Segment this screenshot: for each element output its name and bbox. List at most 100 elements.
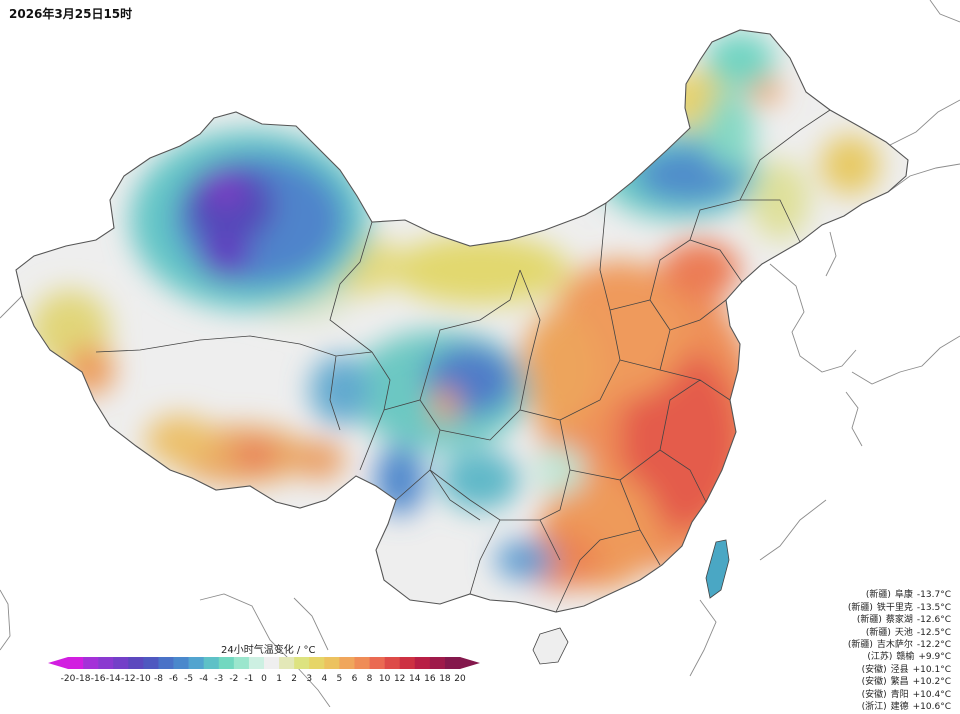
station-name: 吉木萨尔: [876, 640, 913, 650]
colorbar-swatch: [248, 657, 265, 669]
station-name: 青阳: [890, 689, 909, 700]
colorbar-swatch: [279, 657, 295, 669]
colorbar-tick-label: -8: [154, 674, 163, 684]
colorbar-tick-label: 6: [352, 674, 358, 684]
colorbar-swatch: [354, 657, 370, 669]
station-row: (新疆) 蔡家湖 -12.6°C: [844, 614, 951, 627]
colorbar-swatch: [128, 657, 144, 669]
colorbar-tick-label: -14: [106, 674, 121, 684]
colorbar-tick-label: -3: [214, 674, 223, 684]
station-value: -13.7°C: [916, 590, 951, 600]
colorbar-swatch: [429, 657, 446, 669]
station-value: +10.4°C: [912, 689, 951, 700]
colorbar-swatch: [414, 657, 431, 669]
colorbar-swatch: [173, 657, 189, 669]
colorbar-tick-label: 3: [306, 674, 312, 684]
station-province: (江苏): [867, 652, 893, 662]
station-province: (新疆): [847, 602, 873, 613]
station-row: (新疆) 阜康 -13.7°C: [844, 589, 951, 602]
station-name: 建德: [890, 702, 909, 712]
colorbar-tick-label: -1: [244, 674, 253, 684]
station-name: 阜康: [894, 590, 913, 600]
station-province: (新疆): [865, 627, 891, 638]
colorbar-swatch: [143, 657, 159, 669]
colorbar-tick-label: 8: [367, 674, 373, 684]
station-value: +9.9°C: [918, 652, 951, 662]
stations-rise-list: (江苏) 赣榆 +9.9°C (安徽) 泾县 +10.1°C (安徽) 繁昌 +10.2°C (安…: [858, 651, 951, 714]
colorbar-tick-label: 5: [337, 674, 343, 684]
colorbar-arrow-left: [48, 657, 68, 669]
station-row: (浙江) 建德 +10.6°C: [858, 701, 951, 714]
station-row: (安徽) 繁昌 +10.2°C: [858, 676, 951, 689]
colorbar-swatch: [98, 657, 114, 669]
colorbar-swatch: [264, 657, 280, 669]
colorbar-swatch: [309, 657, 325, 669]
colorbar-swatch: [233, 657, 250, 669]
station-value: -12.6°C: [916, 615, 951, 625]
colorbar-swatch: [203, 657, 220, 669]
station-value: +10.1°C: [912, 664, 951, 675]
station-value: -13.5°C: [916, 602, 951, 613]
colorbar-tick-label: -6: [169, 674, 178, 684]
province-boundaries: [95, 109, 831, 613]
colorbar-tick-label: 4: [321, 674, 327, 684]
station-province: (新疆): [856, 615, 882, 625]
station-name: 繁昌: [890, 677, 909, 687]
colorbar-tick-label: 18: [439, 674, 451, 684]
colorbar-tick-label: -12: [121, 674, 136, 684]
station-province: (安徽): [861, 664, 887, 675]
colorbar-swatch: [444, 657, 461, 669]
station-row: (安徽) 青阳 +10.4°C: [858, 689, 951, 702]
colorbar-swatch: [188, 657, 204, 669]
colorbar-tick-label: 14: [409, 674, 421, 684]
station-name: 泾县: [890, 664, 909, 675]
station-name: 蔡家湖: [885, 615, 913, 625]
hainan-island: [532, 627, 569, 665]
colorbar-swatch: [384, 657, 400, 669]
colorbar-tick-label: -20: [61, 674, 76, 684]
station-value: +10.2°C: [912, 677, 951, 687]
colorbar-swatch: [339, 657, 355, 669]
colorbar-tick-label: -16: [91, 674, 106, 684]
colorbar-swatch: [83, 657, 99, 669]
colorbar-swatch: [68, 657, 84, 669]
colorbar-swatch: [158, 657, 174, 669]
station-name: 铁干里克: [876, 602, 913, 613]
station-row: (新疆) 吉木萨尔 -12.2°C: [844, 639, 951, 652]
colorbar-tick-label: 1: [276, 674, 282, 684]
colorbar-swatch: [399, 657, 416, 669]
station-value: -12.2°C: [916, 640, 951, 650]
colorbar-swatch: [369, 657, 385, 669]
colorbar-arrow-right: [460, 657, 480, 669]
colorbar-tick-label: 20: [454, 674, 466, 684]
station-province: (新疆): [865, 590, 891, 600]
station-row: (安徽) 泾县 +10.1°C: [858, 664, 951, 677]
station-province: (新疆): [847, 640, 873, 650]
colorbar-tick-label: -10: [136, 674, 151, 684]
colorbar-swatch: [294, 657, 310, 669]
colorbar-tick-label: -5: [184, 674, 193, 684]
station-province: (浙江): [861, 702, 887, 712]
colorbar-tick-label: 12: [394, 674, 405, 684]
station-province: (安徽): [861, 689, 887, 700]
colorbar-tick-label: 2: [291, 674, 297, 684]
colorbar-tick-label: 10: [379, 674, 391, 684]
legend-colorbar: -20 -18 -16 -14 -12 -10 -8 -6 -5 -4 -3 -2 -1 0 1 2 3 4 5 6 8…: [48, 657, 480, 684]
colorbar-tick-label: -4: [199, 674, 208, 684]
map-timestamp: 2026年3月25日15时: [9, 7, 133, 21]
colorbar-tick-label: 0: [261, 674, 267, 684]
station-province: (安徽): [861, 677, 887, 687]
colorbar-swatch: [113, 657, 129, 669]
colorbar-swatch: [218, 657, 235, 669]
colorbar-swatch: [324, 657, 340, 669]
station-value: -12.5°C: [916, 627, 951, 638]
station-name: 赣榆: [896, 652, 915, 662]
legend-title: 24小时气温变化 / °C: [221, 645, 316, 656]
colorbar-tick-label: 16: [424, 674, 436, 684]
colorbar-tick-label: -2: [229, 674, 238, 684]
taiwan-island: [705, 539, 730, 599]
station-row: (新疆) 天池 -12.5°C: [844, 627, 951, 640]
